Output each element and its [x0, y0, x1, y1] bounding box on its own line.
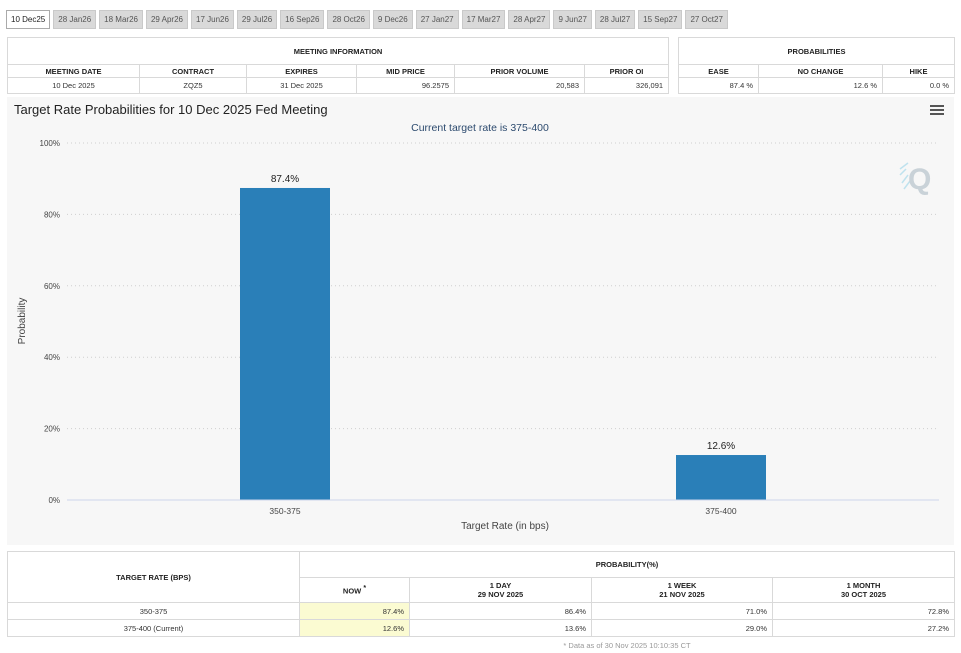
x-tick-label: 375-400 [705, 506, 736, 516]
col-1-day-label: 1 DAY [415, 581, 586, 590]
row-value-now: 87.4% [300, 603, 410, 620]
col-no-change: NO CHANGE [759, 65, 883, 78]
col-prior-volume: PRIOR VOLUME [455, 65, 585, 78]
tab-10-dec25[interactable]: 10 Dec25 [6, 10, 50, 29]
col-now: NOW * [300, 577, 410, 603]
probability-group-header: PROBABILITY(%) [300, 552, 955, 578]
chart-menu-icon[interactable] [930, 105, 944, 117]
probabilities-title: PROBABILITIES [679, 38, 955, 65]
col-expires: EXPIRES [247, 65, 357, 78]
watermark-logo-icon: Q [900, 163, 931, 196]
expires-value: 31 Dec 2025 [247, 78, 357, 94]
x-tick-label: 350-375 [269, 506, 300, 516]
svg-text:Q: Q [908, 163, 931, 196]
col-prior-oi: PRIOR OI [585, 65, 669, 78]
col-1-week-date: 21 NOV 2025 [597, 590, 767, 599]
table-row: 375-400 (Current) 12.6% 13.6% 29.0% 27.2… [8, 620, 955, 637]
y-tick-label: 20% [44, 425, 60, 434]
tab-17-mar27[interactable]: 17 Mar27 [462, 10, 506, 29]
col-mid-price: MID PRICE [357, 65, 455, 78]
chart-title: Target Rate Probabilities for 10 Dec 202… [14, 102, 328, 117]
x-axis: 350-375 375-400 [67, 500, 939, 516]
x-axis-label: Target Rate (in bps) [461, 521, 549, 532]
row-rate: 375-400 (Current) [8, 620, 300, 637]
ease-value: 87.4 % [679, 78, 759, 94]
row-value-1-day: 86.4% [410, 603, 592, 620]
tab-18-mar26[interactable]: 18 Mar26 [99, 10, 143, 29]
tab-28-apr27[interactable]: 28 Apr27 [508, 10, 550, 29]
col-meeting-date: MEETING DATE [8, 65, 140, 78]
row-value-1-week: 71.0% [592, 603, 773, 620]
tab-9-dec26[interactable]: 9 Dec26 [373, 10, 413, 29]
row-value-now: 12.6% [300, 620, 410, 637]
chart-grid [67, 143, 939, 429]
y-tick-label: 80% [44, 210, 60, 219]
col-now-marker: * [363, 585, 366, 592]
prior-volume-value: 20,583 [455, 78, 585, 94]
row-value-1-month: 72.8% [773, 603, 955, 620]
col-ease: EASE [679, 65, 759, 78]
meeting-information-title: MEETING INFORMATION [8, 38, 669, 65]
meeting-information-table: MEETING INFORMATION MEETING DATE CONTRAC… [7, 37, 669, 94]
row-value-1-week: 29.0% [592, 620, 773, 637]
target-rate-header: TARGET RATE (BPS) [8, 552, 300, 603]
tab-9-jun27[interactable]: 9 Jun27 [553, 10, 591, 29]
col-now-label: NOW [343, 586, 361, 595]
col-1-month-date: 30 OCT 2025 [778, 590, 949, 599]
tab-27-jan27[interactable]: 27 Jan27 [416, 10, 459, 29]
chart-panel: Target Rate Probabilities for 10 Dec 202… [7, 97, 954, 545]
contract-value: ZQZ5 [140, 78, 247, 94]
y-tick-label: 60% [44, 282, 60, 291]
table-row: 350-375 87.4% 86.4% 71.0% 72.8% [8, 603, 955, 620]
y-axis-label: Probability [17, 298, 28, 345]
bars: 87.4% 12.6% [240, 174, 766, 500]
probability-history-table: TARGET RATE (BPS) PROBABILITY(%) NOW * 1… [7, 551, 955, 653]
hike-value: 0.0 % [883, 78, 955, 94]
bar-data-label: 12.6% [707, 441, 735, 452]
bar-350-375[interactable] [240, 188, 330, 500]
tab-28-jan26[interactable]: 28 Jan26 [53, 10, 96, 29]
col-1-day-date: 29 NOV 2025 [415, 590, 586, 599]
y-tick-label: 0% [48, 496, 60, 505]
tab-28-oct26[interactable]: 28 Oct26 [327, 10, 369, 29]
probability-bar-chart: Target Rate Probabilities for 10 Dec 202… [7, 97, 954, 545]
y-tick-label: 40% [44, 353, 60, 362]
tab-15-sep27[interactable]: 15 Sep27 [638, 10, 682, 29]
data-footnote: * Data as of 30 Nov 2025 10:10:35 CT [300, 637, 955, 653]
tab-16-sep26[interactable]: 16 Sep26 [280, 10, 324, 29]
col-contract: CONTRACT [140, 65, 247, 78]
row-value-1-month: 27.2% [773, 620, 955, 637]
y-axis: 0% 20% 40% 60% 80% 100% [40, 139, 60, 505]
mid-price-value: 96.2575 [357, 78, 455, 94]
tab-29-apr26[interactable]: 29 Apr26 [146, 10, 188, 29]
tab-29-jul26[interactable]: 29 Jul26 [237, 10, 277, 29]
tab-17-jun26[interactable]: 17 Jun26 [191, 10, 234, 29]
bar-data-label: 87.4% [271, 174, 299, 185]
y-tick-label: 100% [40, 139, 60, 148]
meeting-date-value: 10 Dec 2025 [8, 78, 140, 94]
row-rate: 350-375 [8, 603, 300, 620]
col-1-month-label: 1 MONTH [778, 581, 949, 590]
tab-28-jul27[interactable]: 28 Jul27 [595, 10, 635, 29]
col-1-week-label: 1 WEEK [597, 581, 767, 590]
row-value-1-day: 13.6% [410, 620, 592, 637]
prior-oi-value: 326,091 [585, 78, 669, 94]
bar-375-400[interactable] [676, 455, 766, 500]
no-change-value: 12.6 % [759, 78, 883, 94]
probabilities-table: PROBABILITIES EASE NO CHANGE HIKE 87.4 %… [678, 37, 955, 94]
chart-subtitle: Current target rate is 375-400 [411, 122, 549, 134]
tab-27-oct27[interactable]: 27 Oct27 [685, 10, 727, 29]
col-hike: HIKE [883, 65, 955, 78]
